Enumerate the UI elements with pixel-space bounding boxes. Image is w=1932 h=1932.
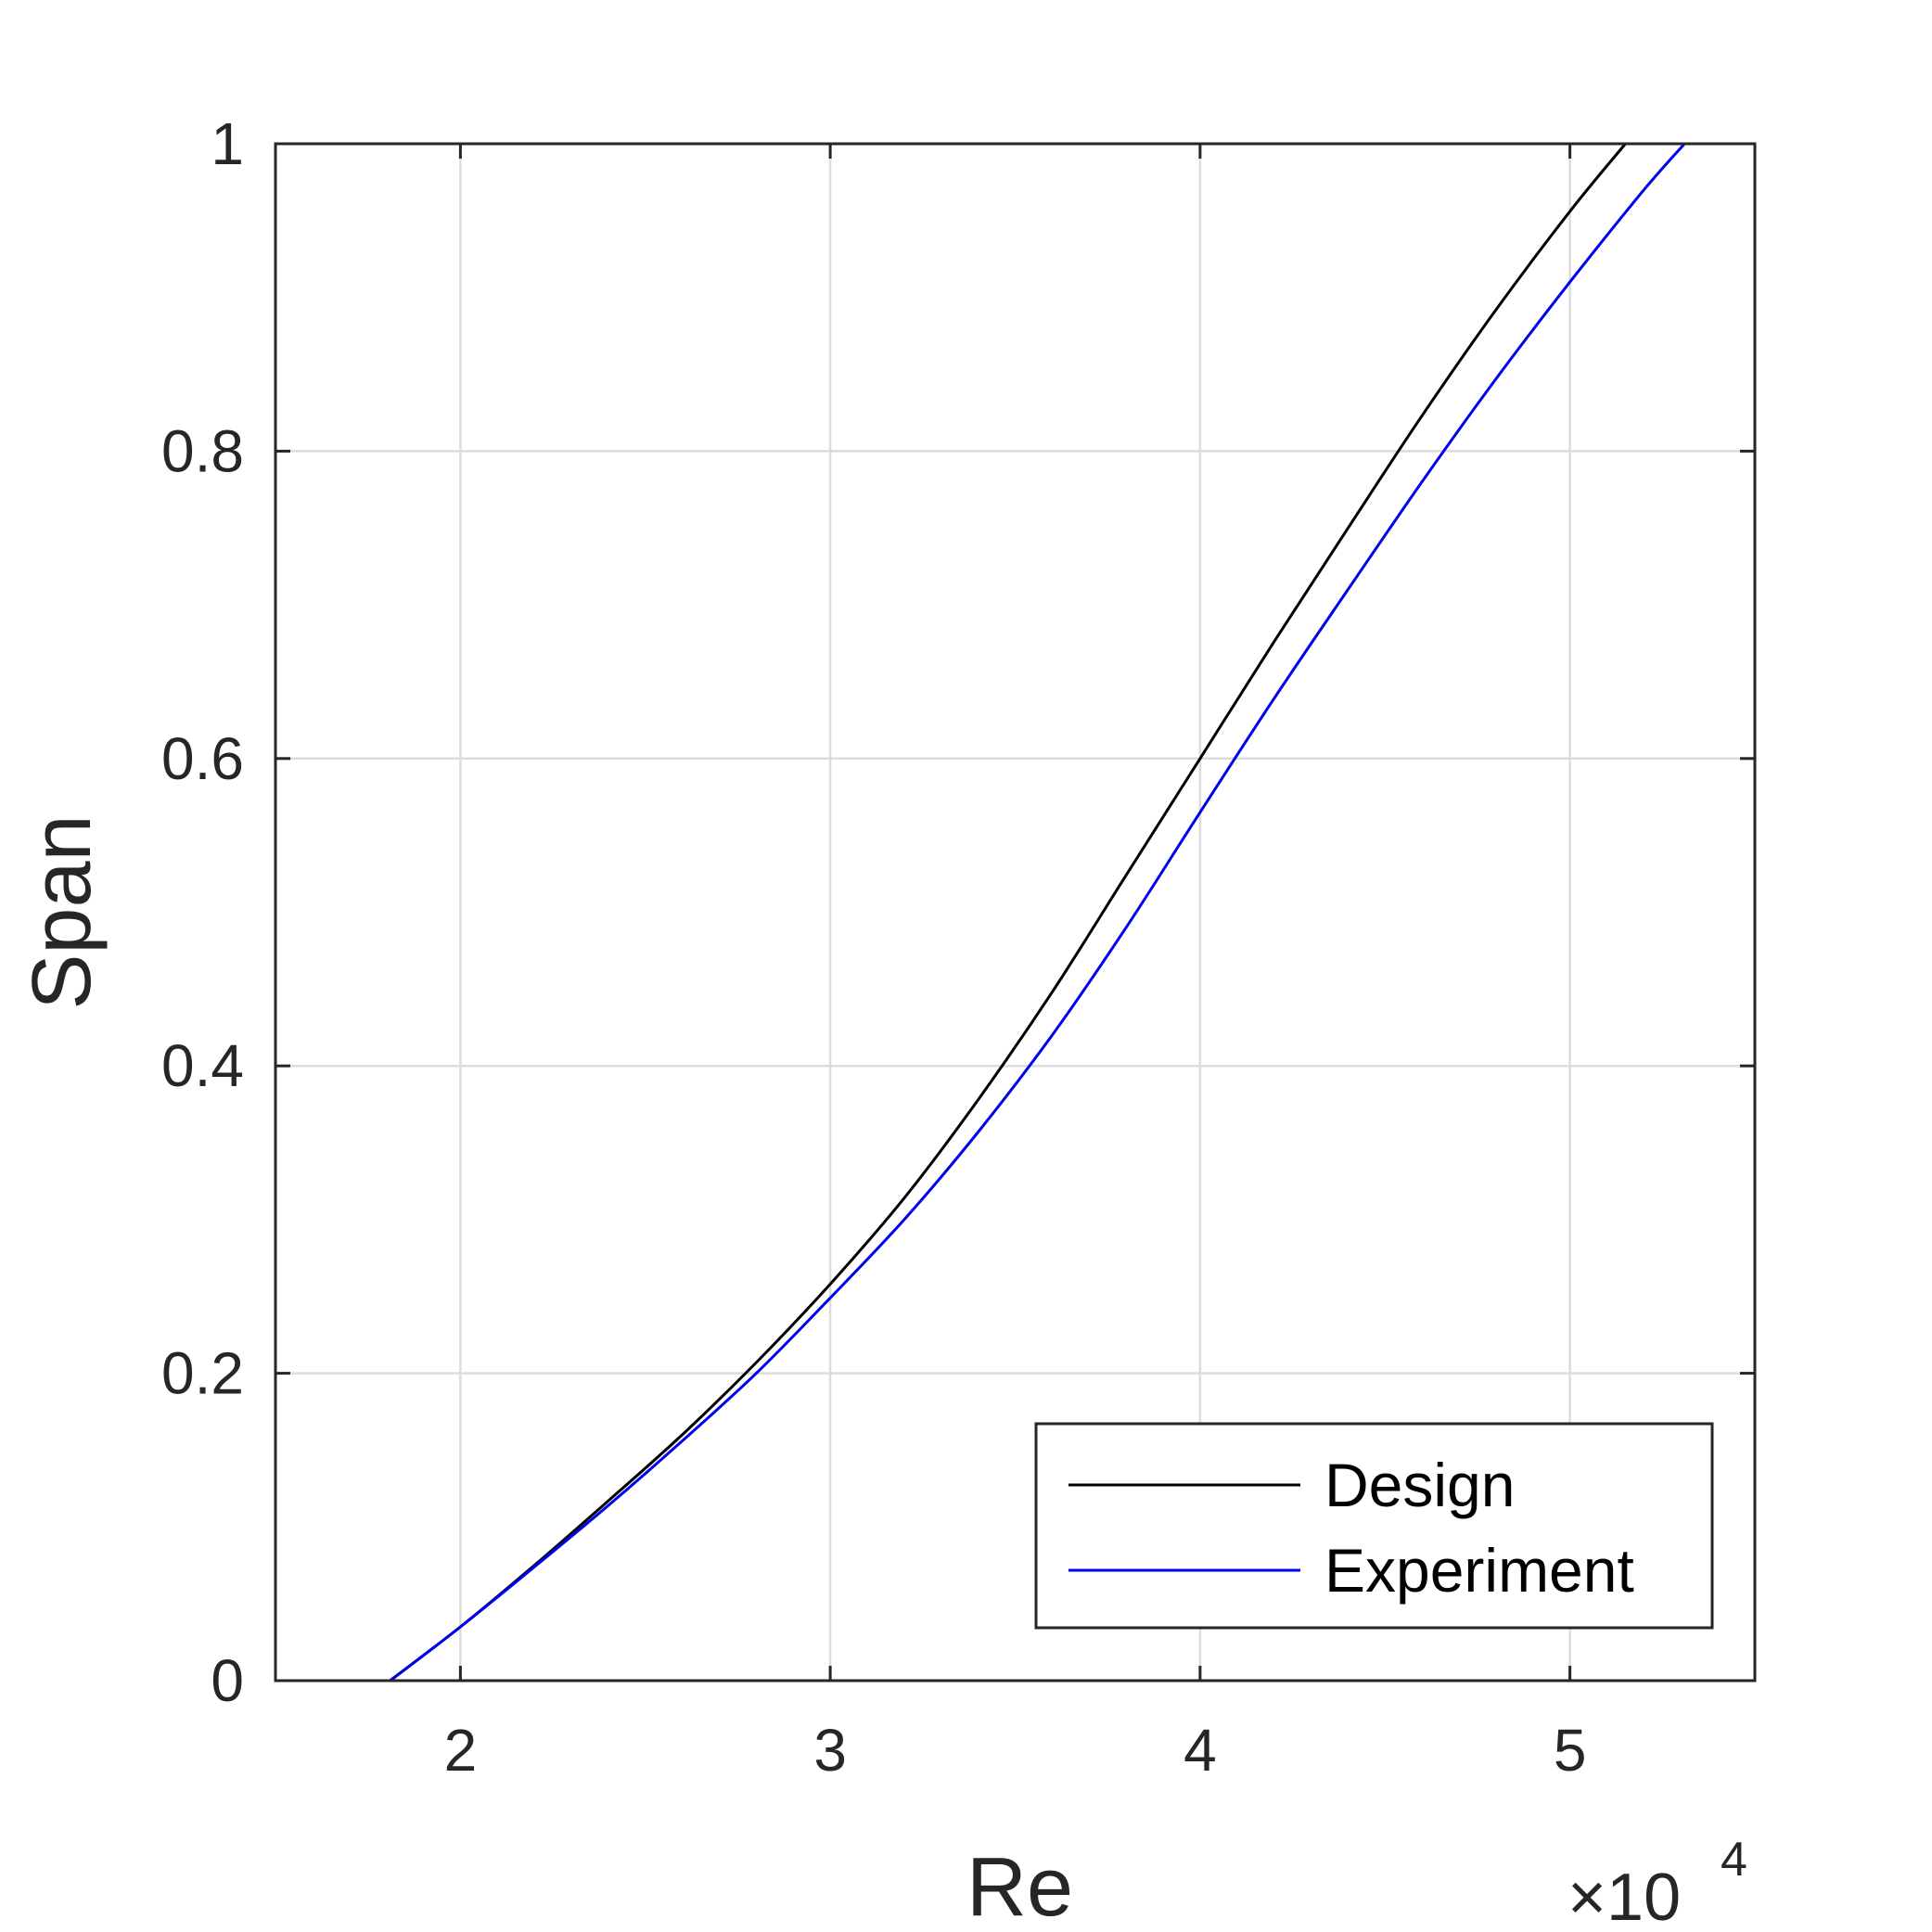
y-tick-label: 1	[211, 110, 244, 177]
x-tick-label: 3	[813, 1717, 847, 1784]
y-tick-label: 0	[211, 1647, 244, 1714]
legend: Design Experiment	[1034, 1422, 1714, 1630]
y-tick-label: 0.2	[161, 1340, 244, 1407]
series-line-design	[389, 143, 1627, 1683]
grid-lines	[275, 144, 1755, 1681]
y-tick-label: 0.6	[161, 725, 244, 792]
legend-label-design: Design	[1324, 1451, 1515, 1519]
x-tick-label: 5	[1554, 1717, 1587, 1784]
x-tick-label: 4	[1184, 1717, 1217, 1784]
series-layer	[389, 143, 1686, 1683]
series-line-experiment	[389, 143, 1686, 1683]
x-tick-label: 2	[444, 1717, 478, 1784]
plot-area-frame	[274, 142, 1757, 1683]
legend-box	[1034, 1422, 1714, 1630]
x-axis-exponent: ×10 4	[1567, 1833, 1747, 1932]
x-axis-multiplier: ×10	[1567, 1861, 1681, 1932]
axis-ticks	[275, 142, 1755, 1683]
y-tick-labels: 0 0.2 0.4 0.6 0.8 1	[161, 110, 244, 1714]
legend-label-experiment: Experiment	[1324, 1536, 1634, 1605]
y-axis-label: Span	[16, 814, 109, 1009]
x-axis-label: Re	[966, 1841, 1073, 1932]
y-tick-label: 0.4	[161, 1032, 244, 1099]
x-tick-labels: 2 3 4 5	[444, 1717, 1587, 1784]
x-axis-multiplier-exponent: 4	[1721, 1833, 1747, 1887]
y-tick-label: 0.8	[161, 417, 244, 484]
